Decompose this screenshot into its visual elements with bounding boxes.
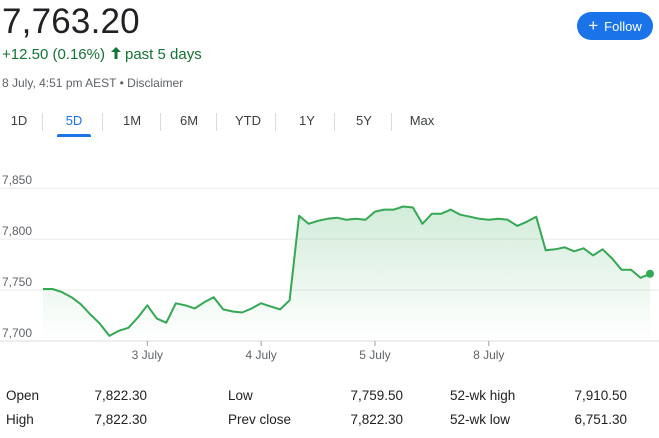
stat-value-52wk-low: 6,751.30: [574, 412, 627, 427]
stat-label-prev-close: Prev close: [228, 412, 292, 427]
tab-1y[interactable]: 1Y: [299, 113, 315, 128]
y-tick-label: 7,800: [2, 224, 32, 238]
quote-meta: 8 July, 4:51 pm AEST • Disclaimer: [2, 75, 183, 91]
y-tick-label: 7,700: [2, 326, 32, 340]
tab-divider: [160, 113, 161, 131]
stat-label-low: Low: [228, 388, 253, 403]
stat-label-open: Open: [6, 388, 40, 403]
stat-label-high: High: [6, 412, 34, 427]
stat-label-52wk-low: 52-wk low: [450, 412, 511, 427]
plus-icon: +: [588, 15, 599, 35]
tab-5y[interactable]: 5Y: [356, 113, 372, 128]
price-area-fill: [43, 206, 650, 341]
x-tick-label: 3 July: [132, 348, 163, 362]
timestamp: 8 July, 4:51 pm AEST: [2, 76, 117, 90]
tab-ytd[interactable]: YTD: [235, 113, 261, 128]
tab-1m[interactable]: 1M: [122, 113, 142, 128]
time-range-tabs: 1D 5D 1M 6M YTD 1Y 5Y Max: [0, 108, 460, 137]
follow-button[interactable]: + Follow: [577, 12, 653, 40]
x-tick-label: 5 July: [359, 348, 390, 362]
tab-divider: [102, 113, 103, 131]
follow-label: Follow: [604, 18, 642, 34]
disclaimer-link[interactable]: Disclaimer: [127, 76, 184, 90]
y-tick-label: 7,850: [2, 173, 32, 187]
tab-divider: [334, 113, 335, 131]
change-period: past 5 days: [125, 46, 202, 63]
stat-label-52wk-high: 52-wk high: [450, 388, 516, 403]
tab-divider: [391, 113, 392, 131]
index-price: 7,763.20: [2, 2, 140, 41]
stat-value-open: 7,822.30: [94, 388, 147, 403]
x-tick-label: 8 July: [473, 348, 504, 362]
stat-value-52wk-high: 7,910.50: [574, 388, 627, 403]
tab-divider: [216, 113, 217, 131]
price-line: [43, 205, 651, 337]
price-change: +12.50 (0.16%) past 5 days: [2, 45, 202, 65]
latest-price-marker: [646, 269, 654, 278]
x-tick-label: 4 July: [245, 348, 276, 362]
active-tab-indicator: [57, 134, 91, 137]
tab-divider: [42, 113, 43, 131]
tab-max[interactable]: Max: [409, 113, 435, 128]
meta-separator: •: [119, 76, 124, 90]
tab-1d[interactable]: 1D: [10, 113, 28, 128]
tab-divider: [275, 113, 276, 131]
arrow-up-icon: [111, 45, 121, 65]
stat-value-high: 7,822.30: [94, 412, 147, 427]
stat-value-low: 7,759.50: [350, 388, 403, 403]
stat-value-prev-close: 7,822.30: [350, 412, 403, 427]
price-chart[interactable]: 7,850 7,800 7,750 7,700 3 July 4 July 5 July 8 …: [0, 160, 659, 370]
change-value: +12.50 (0.16%): [2, 46, 105, 63]
key-stats: Open 7,822.30 High 7,822.30 Low 7,759.50…: [0, 383, 659, 433]
tab-5d[interactable]: 5D: [57, 108, 91, 137]
y-tick-label: 7,750: [2, 275, 32, 289]
tab-6m[interactable]: 6M: [179, 113, 199, 128]
